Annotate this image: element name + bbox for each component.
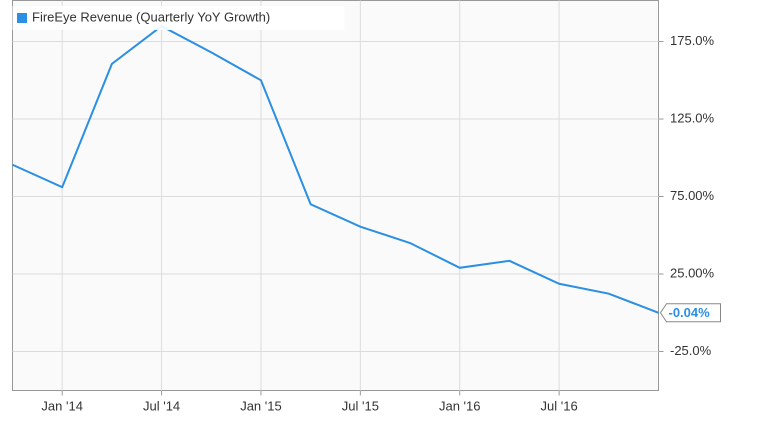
plot-area <box>12 0 659 391</box>
x-tick-label: Jan '15 <box>240 398 282 413</box>
x-tick-label: Jul '15 <box>342 398 379 413</box>
x-tick-label: Jul '14 <box>143 398 180 413</box>
value-label: -0.04% <box>669 305 711 320</box>
value-label-box <box>659 303 721 323</box>
legend-box <box>12 6 345 30</box>
y-tick-label: 75.00% <box>670 188 715 203</box>
x-tick-label: Jan '14 <box>41 398 83 413</box>
x-tick-label: Jul '16 <box>541 398 578 413</box>
legend-swatch <box>17 13 27 23</box>
y-tick-label: 175.0% <box>670 33 715 48</box>
x-tick-label: Jan '16 <box>439 398 481 413</box>
y-tick-label: -25.0% <box>670 343 712 358</box>
legend-label: FireEye Revenue (Quarterly YoY Growth) <box>32 9 270 24</box>
y-tick-label: 25.00% <box>670 265 715 280</box>
y-tick-label: 125.0% <box>670 110 715 125</box>
series-line <box>12 24 659 314</box>
